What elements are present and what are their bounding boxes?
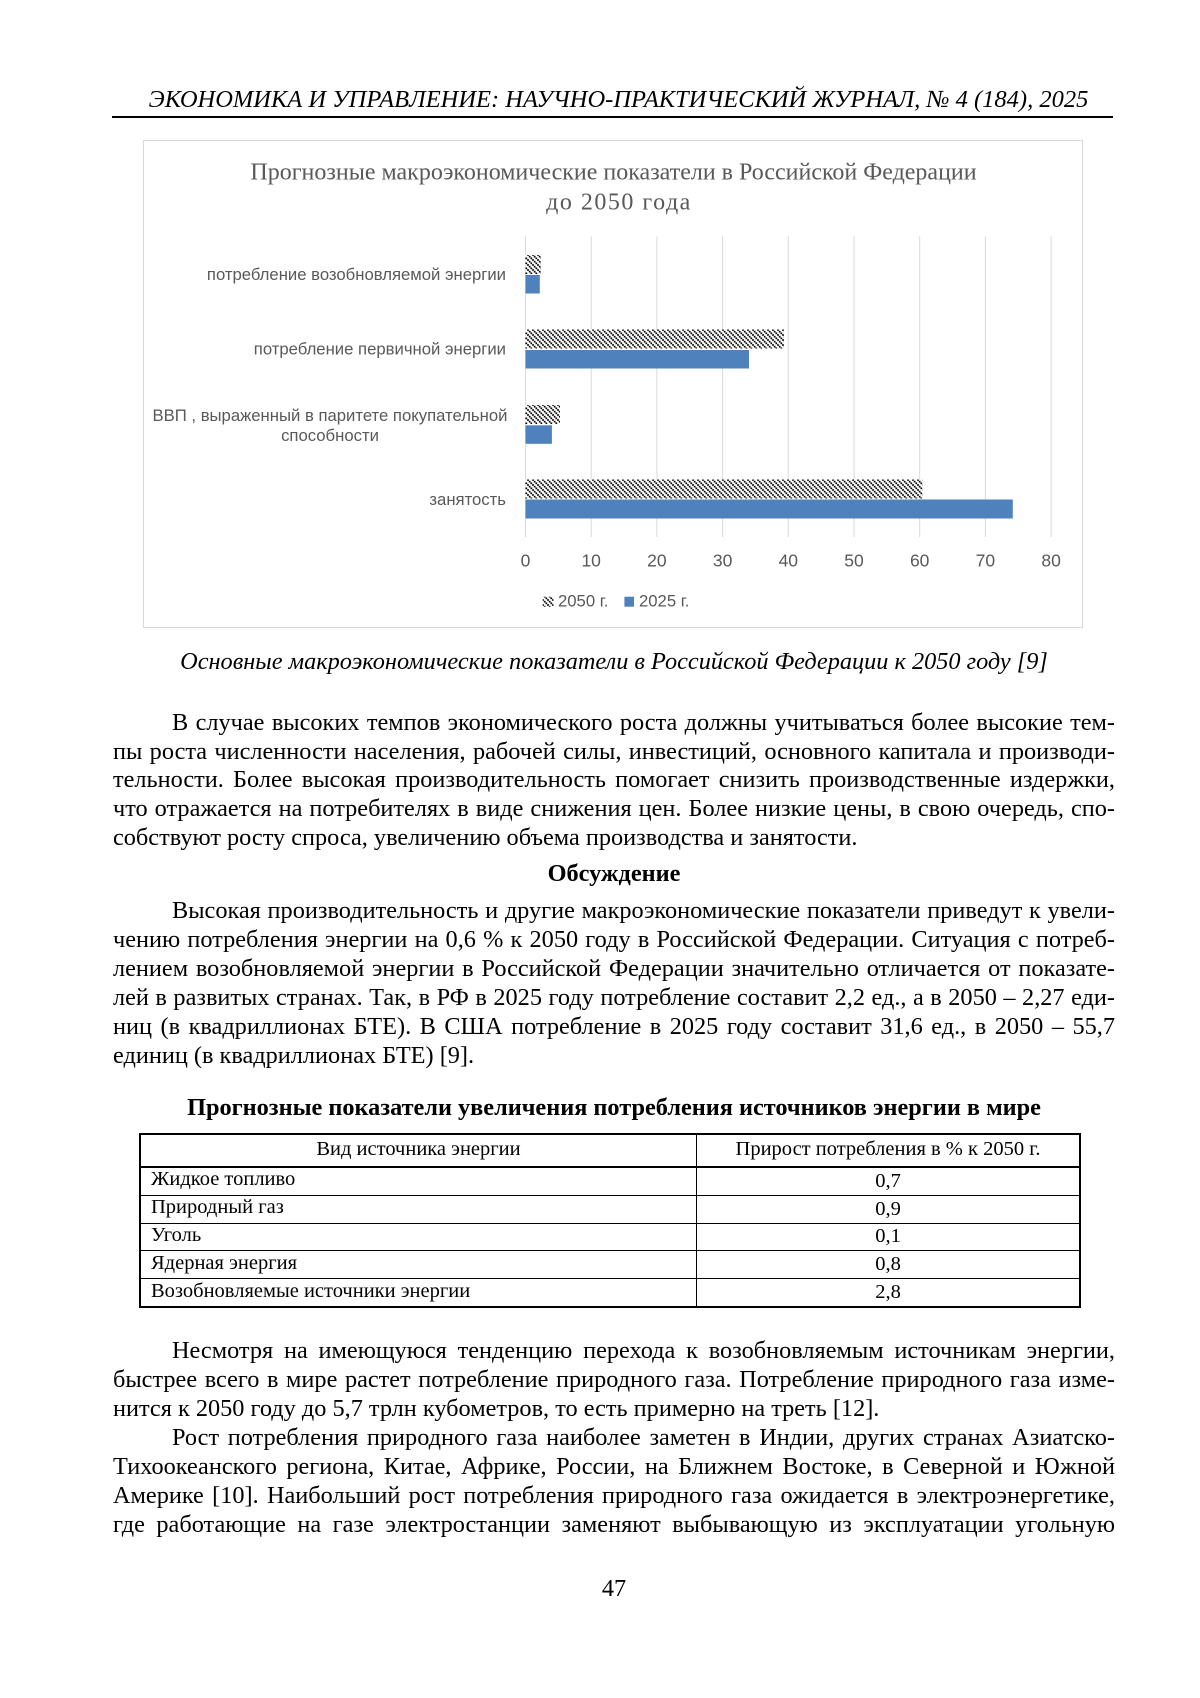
svg-text:Прогнозные макроэкономические: Прогнозные макроэкономические показатели… [250,160,976,186]
svg-text:60: 60 [910,551,930,571]
svg-text:20: 20 [647,551,667,571]
svg-text:2025 г.: 2025 г. [639,592,689,611]
svg-text:занятость: занятость [429,490,506,509]
svg-text:10: 10 [581,551,601,571]
svg-text:ВВП , выраженный в паритете по: ВВП , выраженный в паритете покупательно… [153,406,508,425]
svg-text:0: 0 [521,551,531,571]
svg-text:30: 30 [713,551,733,571]
svg-text:80: 80 [1041,551,1061,571]
svg-text:50: 50 [844,551,864,571]
svg-text:способности: способности [281,426,379,445]
svg-text:до 2050 года: до 2050 года [546,190,692,216]
svg-text:2050 г.: 2050 г. [558,592,608,611]
svg-text:70: 70 [976,551,996,571]
svg-text:потребление возобновляемой эне: потребление возобновляемой энергии [207,265,506,284]
svg-text:потребление первичной энергии: потребление первичной энергии [254,340,506,359]
svg-text:40: 40 [779,551,799,571]
